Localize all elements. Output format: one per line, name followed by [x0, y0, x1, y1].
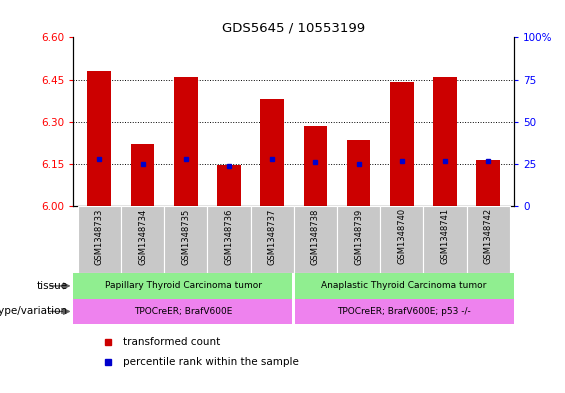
Bar: [260, 99, 284, 206]
Bar: [380, 206, 423, 273]
Bar: [337, 206, 380, 273]
Text: percentile rank within the sample: percentile rank within the sample: [123, 356, 299, 367]
Text: TPOCreER; BrafV600E; p53 -/-: TPOCreER; BrafV600E; p53 -/-: [337, 307, 471, 316]
Bar: [303, 126, 327, 206]
Text: Papillary Thyroid Carcinoma tumor: Papillary Thyroid Carcinoma tumor: [105, 281, 262, 290]
Bar: [217, 165, 241, 206]
Bar: [174, 77, 198, 206]
Bar: [295, 273, 514, 299]
Text: GSM1348740: GSM1348740: [397, 208, 406, 264]
Bar: [251, 206, 294, 273]
Bar: [433, 77, 457, 206]
Bar: [88, 71, 111, 206]
Text: transformed count: transformed count: [123, 337, 221, 347]
Text: GSM1348737: GSM1348737: [268, 208, 277, 265]
Bar: [347, 140, 371, 206]
Bar: [131, 144, 154, 206]
Text: GSM1348738: GSM1348738: [311, 208, 320, 265]
Title: GDS5645 / 10553199: GDS5645 / 10553199: [222, 22, 366, 35]
Bar: [294, 206, 337, 273]
Text: GSM1348741: GSM1348741: [441, 208, 450, 264]
Text: GSM1348735: GSM1348735: [181, 208, 190, 264]
Bar: [476, 160, 500, 206]
Text: Anaplastic Thyroid Carcinoma tumor: Anaplastic Thyroid Carcinoma tumor: [321, 281, 486, 290]
Text: GSM1348739: GSM1348739: [354, 208, 363, 264]
Bar: [467, 206, 510, 273]
Text: GSM1348733: GSM1348733: [95, 208, 104, 265]
Bar: [73, 273, 293, 299]
Text: TPOCreER; BrafV600E: TPOCreER; BrafV600E: [134, 307, 233, 316]
Bar: [78, 206, 121, 273]
Text: genotype/variation: genotype/variation: [0, 307, 68, 316]
Bar: [423, 206, 467, 273]
Bar: [390, 83, 414, 206]
Bar: [73, 299, 293, 324]
Bar: [207, 206, 251, 273]
Bar: [121, 206, 164, 273]
Text: tissue: tissue: [37, 281, 68, 291]
Text: GSM1348736: GSM1348736: [224, 208, 233, 265]
Text: GSM1348742: GSM1348742: [484, 208, 493, 264]
Bar: [164, 206, 207, 273]
Bar: [295, 299, 514, 324]
Text: GSM1348734: GSM1348734: [138, 208, 147, 264]
